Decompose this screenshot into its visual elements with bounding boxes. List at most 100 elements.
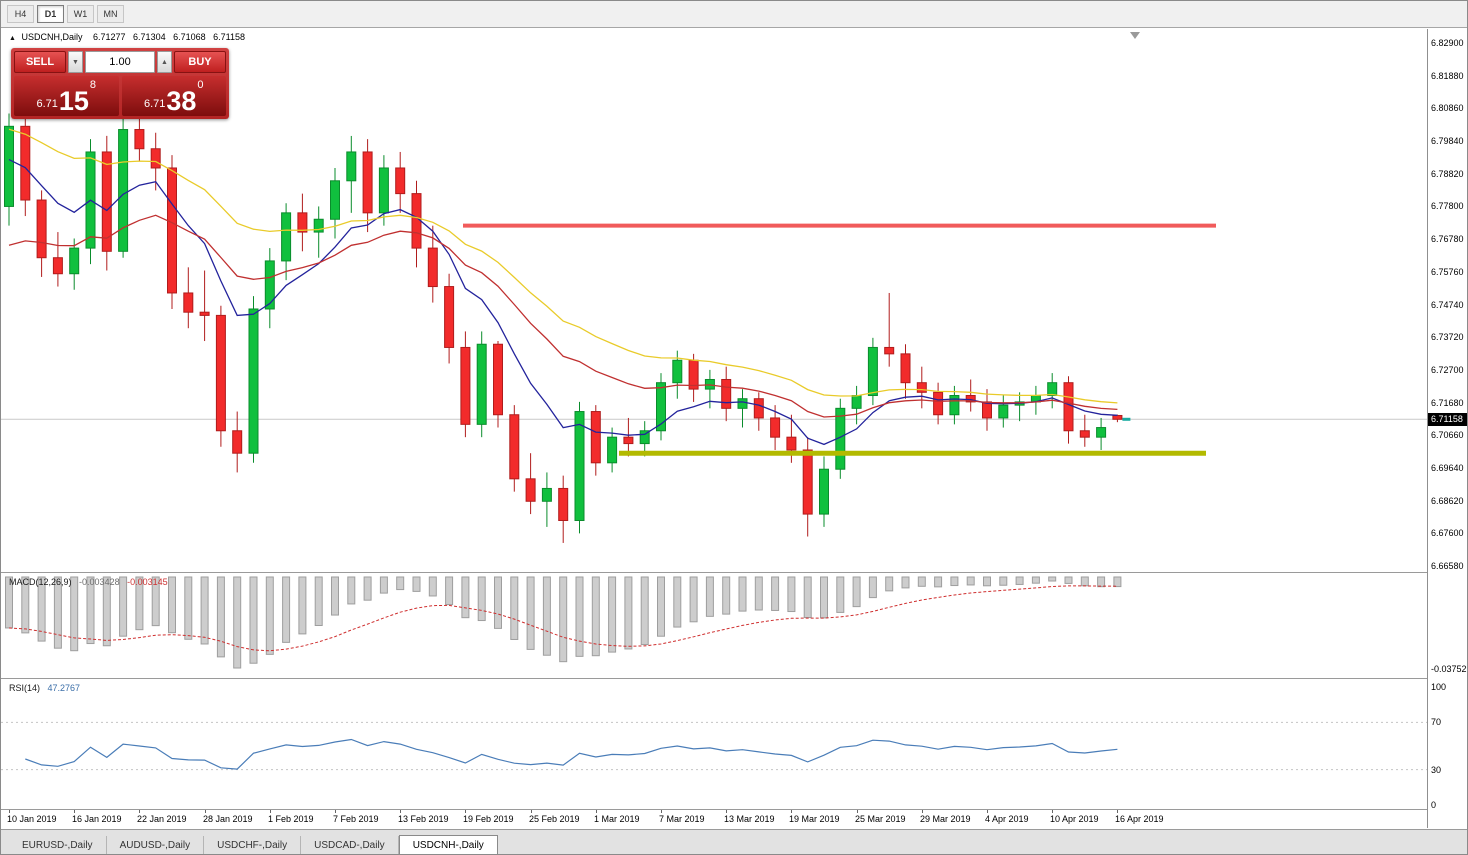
chevron-up-icon: ▲ [161, 58, 168, 66]
candle-body [819, 468, 829, 515]
macd-histogram-bar [428, 576, 437, 597]
macd-histogram-bar [542, 576, 551, 656]
symbol-tab-audusd-daily[interactable]: AUDUSD-,Daily [107, 836, 205, 854]
candle-body [199, 311, 210, 316]
sell-button[interactable]: SELL [14, 51, 66, 73]
timeframe-button-d1[interactable]: D1 [37, 5, 64, 23]
candle-body [933, 391, 944, 416]
main-price-chart[interactable] [1, 29, 1427, 572]
timeframe-button-w1[interactable]: W1 [67, 5, 94, 23]
candle-body [281, 212, 292, 262]
price-axis-label: 6.71680 [1431, 398, 1464, 408]
candle-body [802, 449, 813, 515]
candle-body [101, 151, 112, 252]
ohlc-close: 6.71158 [213, 32, 246, 42]
buy-price-display[interactable]: 6.71 38 0 [121, 76, 226, 116]
candle-body [395, 167, 406, 195]
macd-histogram-bar [70, 576, 79, 652]
candle-body [916, 382, 927, 393]
volume-up-button[interactable]: ▲ [157, 51, 172, 73]
rsi-indicator-panel[interactable] [1, 679, 1427, 809]
candle-body [167, 167, 177, 294]
macd-histogram-bar [901, 576, 910, 589]
candle-body [330, 180, 340, 220]
price-axis-label: 6.78820 [1431, 169, 1464, 179]
candle-body [1079, 430, 1090, 438]
ohlc-high: 6.71304 [133, 32, 166, 42]
symbol-tab-usdcad-daily[interactable]: USDCAD-,Daily [301, 836, 399, 854]
date-axis-label: 16 Apr 2019 [1115, 814, 1164, 824]
timeframe-button-mn[interactable]: MN [97, 5, 124, 23]
main-macd-divider[interactable] [1, 572, 1467, 573]
macd-histogram-bar [738, 576, 747, 612]
macd-histogram-bar [852, 576, 861, 608]
candle-body [867, 346, 878, 397]
candle-body [1047, 382, 1058, 397]
macd-histogram-bar [282, 576, 291, 643]
date-axis-label: 13 Mar 2019 [724, 814, 775, 824]
date-axis-label: 13 Feb 2019 [398, 814, 449, 824]
sell-price-display[interactable]: 6.71 15 8 [14, 76, 119, 116]
price-axis: 6.82900 6.81880 6.80860 6.79840 6.78820 6.778… [1427, 29, 1467, 828]
symbol-tab-usdchf-daily[interactable]: USDCHF-,Daily [204, 836, 302, 854]
macd-histogram-bar [950, 576, 959, 587]
symbol-tab-usdcnh-daily[interactable]: USDCNH-,Daily [398, 835, 498, 854]
candle-body [4, 125, 14, 207]
date-axis-label: 25 Mar 2019 [855, 814, 906, 824]
candle-body [297, 212, 308, 233]
ohlc-low: 6.71068 [173, 32, 206, 42]
candle-body [672, 359, 683, 384]
macd-value: -0.003428 [79, 577, 120, 587]
one-click-toggle-icon[interactable]: ▲ [9, 35, 16, 42]
date-tick [661, 810, 662, 813]
candle-body [509, 414, 520, 480]
date-axis-label: 19 Mar 2019 [789, 814, 840, 824]
macd-histogram-bar [787, 576, 796, 613]
date-axis-label: 7 Feb 2019 [333, 814, 379, 824]
macd-rsi-divider[interactable] [1, 678, 1467, 679]
date-tick [270, 810, 271, 813]
volume-input[interactable] [85, 51, 155, 73]
candle-body [965, 395, 976, 403]
chart-symbol-label: USDCNH,Daily [21, 32, 83, 42]
trade-controls-row: SELL ▼ ▲ BUY [14, 51, 226, 73]
date-axis-label: 19 Feb 2019 [463, 814, 514, 824]
timeframe-button-h4[interactable]: H4 [7, 5, 34, 23]
date-tick [139, 810, 140, 813]
candle-body [476, 343, 487, 425]
date-axis-label: 4 Apr 2019 [985, 814, 1029, 824]
price-axis-label: 6.73720 [1431, 332, 1464, 342]
buy-button[interactable]: BUY [174, 51, 226, 73]
macd-histogram-bar [265, 576, 274, 655]
rsi-value: 47.2767 [47, 683, 81, 693]
macd-histogram-bar [771, 576, 780, 611]
candle-body [639, 430, 650, 445]
symbol-tab-eurusd-daily[interactable]: EURUSD-,Daily [9, 836, 107, 854]
macd-histogram-bar [233, 576, 242, 669]
date-axis-label: 10 Jan 2019 [7, 814, 57, 824]
rsi-axis-divider [1, 809, 1467, 810]
date-tick [465, 810, 466, 813]
date-tick [922, 810, 923, 813]
macd-histogram-bar [640, 576, 649, 646]
candle-body [362, 151, 373, 214]
date-tick [205, 810, 206, 813]
date-tick [74, 810, 75, 813]
date-axis-label: 7 Mar 2019 [659, 814, 705, 824]
macd-indicator-panel[interactable] [1, 573, 1427, 678]
price-axis-label: 6.66580 [1431, 561, 1464, 571]
candle-body [346, 151, 357, 182]
volume-down-button[interactable]: ▼ [68, 51, 83, 73]
macd-histogram-bar [966, 576, 975, 586]
macd-histogram-bar [754, 576, 763, 611]
price-axis-label: 6.69640 [1431, 463, 1464, 473]
date-axis-label: 16 Jan 2019 [72, 814, 122, 824]
macd-histogram-bar [689, 576, 698, 623]
macd-histogram-bar [200, 576, 209, 645]
macd-histogram-bar [1113, 576, 1122, 588]
candle-body [150, 148, 161, 169]
chart-shift-marker-icon[interactable] [1130, 32, 1140, 39]
rsi-axis-label: 0 [1431, 800, 1437, 810]
sell-price-prefix: 6.71 [36, 98, 58, 110]
